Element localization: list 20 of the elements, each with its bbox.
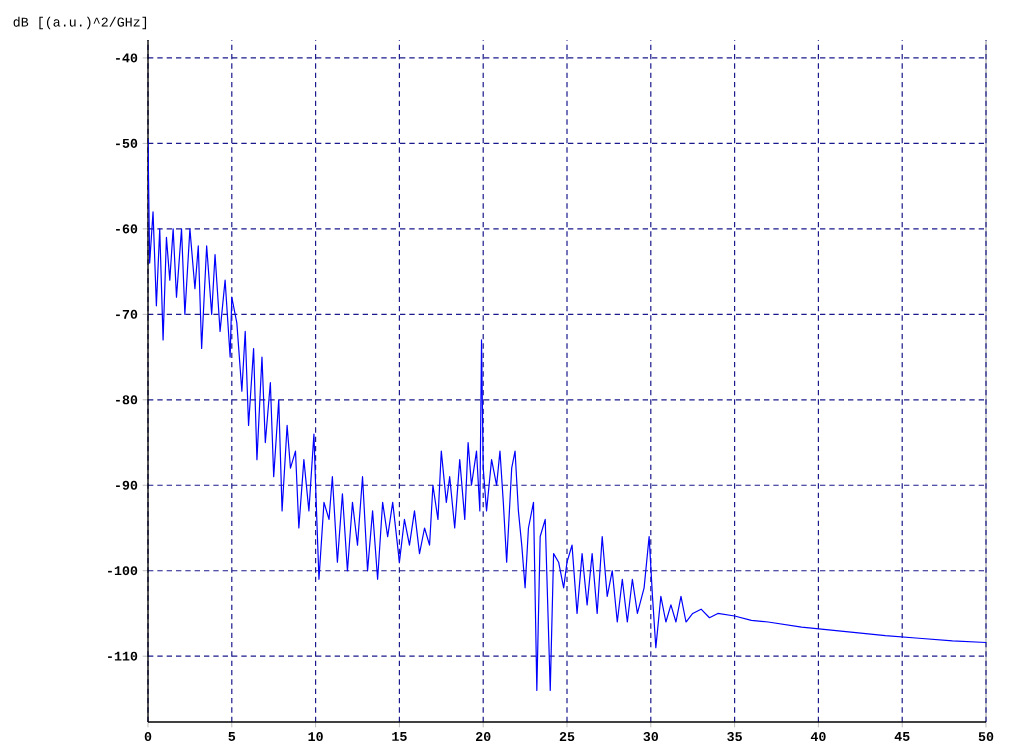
x-tick-label: 50 [978, 732, 994, 742]
x-tick-label: 5 [228, 732, 236, 741]
x-tick-label: 45 [894, 732, 910, 741]
y-tick-label: -80 [116, 395, 138, 405]
y-tick-label: -90 [116, 480, 138, 490]
y-tick-label: -110 [108, 651, 138, 661]
x-tick-label: 0 [144, 732, 152, 742]
y-axis-title: dB [(a.u.)^2/GHz] [13, 16, 147, 30]
y-tick-label: -60 [116, 224, 138, 234]
y-tick-label: -100 [108, 566, 138, 576]
x-tick-label: 30 [643, 732, 659, 742]
y-tick-label: -70 [116, 309, 138, 319]
x-tick-label: 35 [727, 732, 742, 742]
x-tick-label: 20 [476, 732, 491, 742]
x-tick-label: 25 [559, 732, 575, 742]
x-tick-label: 40 [810, 732, 826, 742]
y-tick-label: -50 [116, 138, 138, 148]
x-tick-label: 10 [308, 732, 323, 742]
y-tick-label: -40 [116, 53, 138, 63]
x-tick-label: 15 [392, 732, 407, 741]
